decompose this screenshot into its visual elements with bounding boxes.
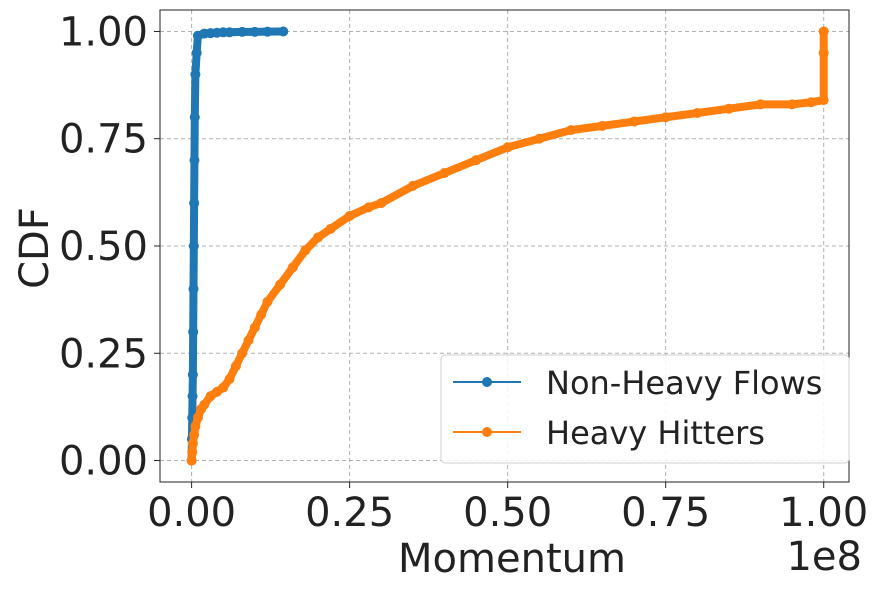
axis-ticks: 0.00 0.25 0.50 0.75 1.00 0.00 0.25 0.50 0.75 1.00 [59, 9, 868, 536]
data-point-non-heavy-flows [262, 26, 273, 37]
legend-marker-non-heavy-flows [482, 377, 492, 387]
data-point-heavy-hitters [439, 168, 450, 179]
data-point-heavy-hitters [787, 99, 798, 110]
data-point-non-heavy-flows [189, 112, 200, 123]
plot-series [186, 26, 829, 466]
data-point-heavy-hitters [256, 309, 267, 320]
data-point-heavy-hitters [407, 180, 418, 191]
data-point-heavy-hitters [189, 429, 200, 440]
data-point-heavy-hitters [313, 232, 324, 243]
legend-box [440, 354, 850, 464]
y-tick-label: 0.75 [59, 117, 148, 163]
data-point-heavy-hitters [629, 116, 640, 127]
data-point-non-heavy-flows [188, 326, 199, 337]
x-tick-label: 0.75 [621, 490, 710, 536]
data-point-heavy-hitters [192, 412, 203, 423]
legend: Non-Heavy Flows Heavy Hitters [440, 354, 850, 464]
data-point-non-heavy-flows [249, 26, 260, 37]
data-point-non-heavy-flows [189, 155, 200, 166]
data-point-heavy-hitters [376, 198, 387, 209]
y-tick-label: 0.00 [59, 439, 148, 485]
y-tick-label: 1.00 [59, 9, 148, 55]
data-point-heavy-hitters [186, 455, 197, 466]
data-point-non-heavy-flows [191, 47, 202, 58]
data-point-heavy-hitters [534, 133, 545, 144]
legend-entry-heavy-hitters: Heavy Hitters [453, 414, 765, 452]
data-point-heavy-hitters [199, 399, 210, 410]
data-point-heavy-hitters [287, 262, 298, 273]
data-point-heavy-hitters [187, 438, 198, 449]
data-point-heavy-hitters [471, 155, 482, 166]
data-point-heavy-hitters [230, 361, 241, 372]
data-point-heavy-hitters [249, 322, 260, 333]
x-axis-title: Momentum [398, 536, 626, 582]
data-point-heavy-hitters [218, 382, 229, 393]
data-point-heavy-hitters [325, 223, 336, 234]
data-point-heavy-hitters [300, 245, 311, 256]
data-point-heavy-hitters [818, 47, 829, 58]
legend-entry-non-heavy-flows: Non-Heavy Flows [453, 364, 822, 402]
data-point-heavy-hitters [187, 446, 198, 457]
data-point-non-heavy-flows [187, 391, 198, 402]
data-point-heavy-hitters [818, 95, 829, 106]
data-point-non-heavy-flows [189, 198, 200, 209]
y-tick-label: 0.25 [59, 331, 148, 377]
y-tick-label: 0.50 [59, 224, 148, 270]
data-point-heavy-hitters [597, 120, 608, 131]
data-point-heavy-hitters [237, 348, 248, 359]
data-point-non-heavy-flows [224, 27, 235, 38]
legend-marker-heavy-hitters [482, 427, 492, 437]
x-tick-label: 0.00 [147, 490, 236, 536]
data-point-heavy-hitters [502, 142, 513, 153]
data-point-heavy-hitters [363, 202, 374, 213]
data-point-heavy-hitters [755, 99, 766, 110]
data-point-heavy-hitters [275, 279, 286, 290]
data-point-heavy-hitters [818, 26, 829, 37]
series-heavy-hitters [186, 26, 829, 466]
data-point-heavy-hitters [723, 103, 734, 114]
data-point-heavy-hitters [344, 210, 355, 221]
legend-label-non-heavy-flows: Non-Heavy Flows [546, 364, 822, 402]
x-tick-label: 0.50 [463, 490, 552, 536]
data-point-heavy-hitters [243, 335, 254, 346]
data-point-non-heavy-flows [190, 69, 201, 80]
data-point-heavy-hitters [660, 112, 671, 123]
data-point-heavy-hitters [262, 296, 273, 307]
x-tick-label: 0.25 [305, 490, 394, 536]
data-point-heavy-hitters [565, 125, 576, 136]
data-point-non-heavy-flows [237, 26, 248, 37]
x-tick-label: 1.00 [779, 490, 868, 536]
y-axis-title: CDF [12, 207, 58, 289]
data-point-non-heavy-flows [188, 241, 199, 251]
legend-label-heavy-hitters: Heavy Hitters [546, 414, 765, 452]
x-axis-offset-label: 1e8 [786, 534, 862, 580]
data-point-heavy-hitters [190, 421, 201, 432]
data-point-heavy-hitters [224, 374, 235, 385]
data-point-heavy-hitters [806, 97, 817, 108]
data-point-heavy-hitters [692, 107, 703, 118]
data-point-non-heavy-flows [187, 369, 198, 380]
data-point-non-heavy-flows [188, 283, 199, 294]
data-point-non-heavy-flows [278, 26, 289, 37]
